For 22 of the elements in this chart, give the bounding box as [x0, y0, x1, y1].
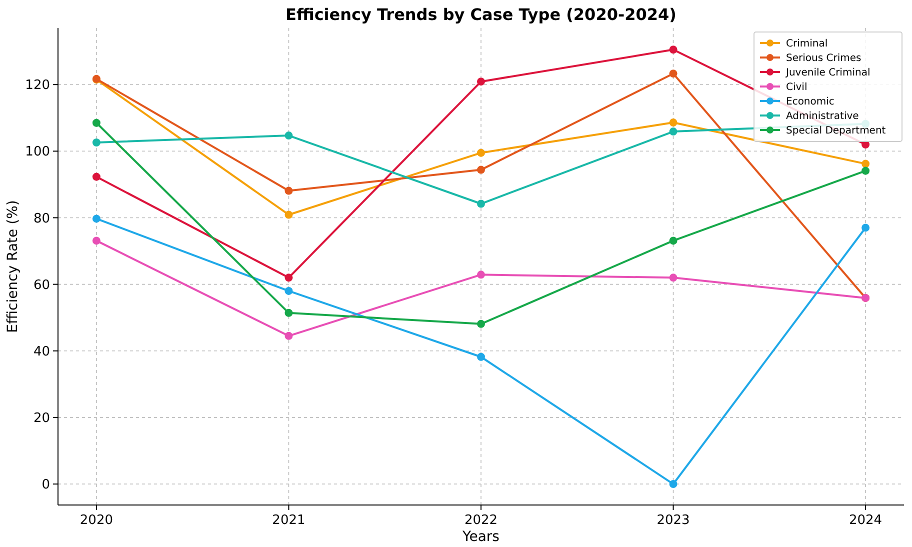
y-tick-label: 0	[42, 478, 50, 493]
legend-label: Serious Crimes	[786, 53, 862, 64]
x-tick-label: 2021	[272, 513, 306, 528]
legend-label: Economic	[786, 96, 834, 108]
chart-title: Efficiency Trends by Case Type (2020-2024)	[286, 5, 676, 24]
y-tick-label: 40	[33, 344, 50, 360]
legend-label: Civil	[786, 82, 808, 93]
x-axis-title: Years	[462, 529, 500, 545]
y-tick-label: 100	[25, 144, 50, 160]
x-tick-label: 2024	[849, 513, 882, 528]
x-tick-label: 2023	[656, 513, 690, 528]
y-tick-label: 120	[25, 78, 50, 94]
legend-label: Criminal	[786, 38, 828, 50]
x-tick-label: 2020	[80, 513, 113, 528]
legend-label: Special Department	[786, 126, 886, 136]
legend-label: Administrative	[786, 111, 859, 122]
y-tick-label: 80	[33, 211, 50, 226]
legend-label: Juvenile Criminal	[785, 68, 870, 78]
x-tick-label: 2022	[464, 513, 498, 528]
y-axis-title: Efficiency Rate (%)	[5, 200, 21, 333]
y-tick-label: 60	[33, 278, 50, 293]
y-tick-label: 20	[33, 411, 50, 426]
